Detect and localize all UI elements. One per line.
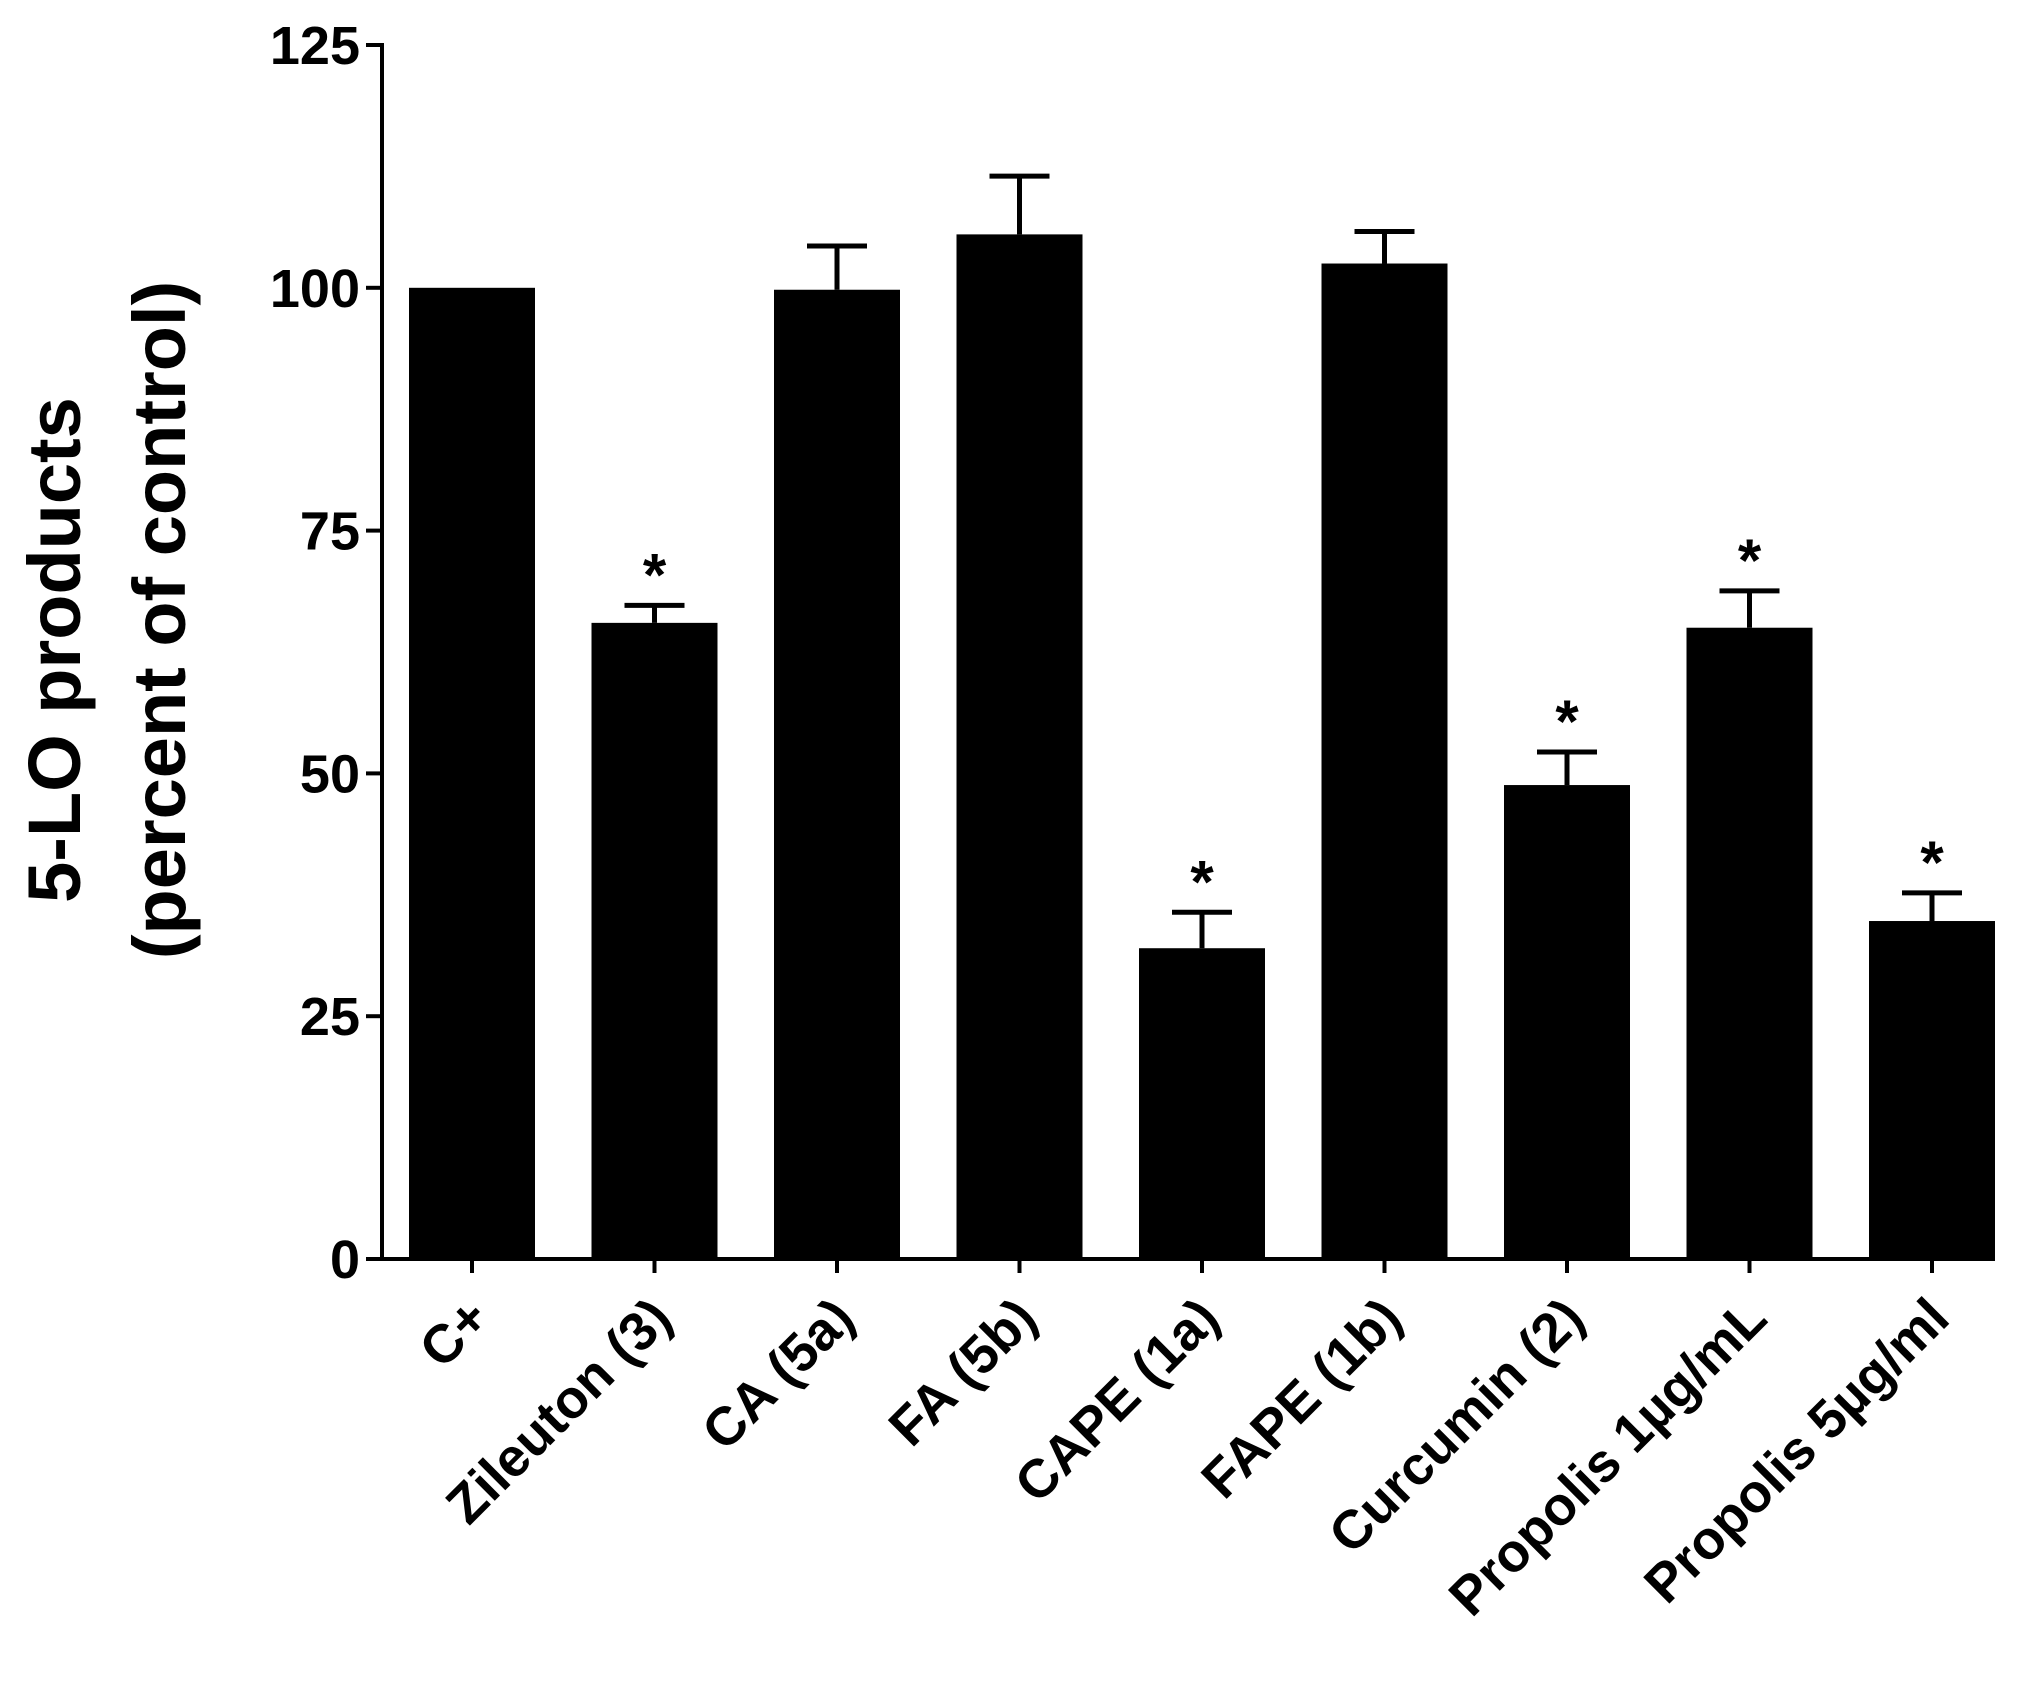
y-axis-title-line2: (percent of control): [118, 281, 201, 959]
x-tick-label: C+: [408, 1287, 500, 1379]
y-tick-label: 25: [300, 987, 360, 1047]
y-tick-label: 100: [270, 259, 360, 319]
significance-mark: *: [643, 541, 667, 608]
axes-layer: [366, 43, 1995, 1273]
bar: [1686, 627, 1813, 1259]
significance-mark: *: [1738, 527, 1762, 594]
y-tick-label: 125: [270, 16, 360, 76]
error-bars-layer: [624, 173, 1962, 949]
x-tick-label: Propolis 1µg/mL: [1438, 1287, 1778, 1627]
x-tick-label: FA (5b): [878, 1287, 1048, 1457]
significance-mark: *: [1555, 688, 1579, 755]
bar: [774, 289, 900, 1259]
y-axis-title-line1: 5-LO products: [13, 397, 96, 903]
significance-mark: *: [1190, 848, 1214, 915]
bar: [1504, 785, 1630, 1259]
y-tick-label: 0: [330, 1230, 360, 1290]
y-axis-title: 5-LO products (percent of control): [13, 281, 201, 959]
bar: [956, 234, 1083, 1259]
bar: [591, 622, 718, 1259]
bar: [1321, 263, 1448, 1259]
bars-layer: [409, 234, 1995, 1259]
y-tick-label: 75: [300, 502, 360, 562]
significance-mark: *: [1920, 829, 1944, 896]
bar: [1139, 948, 1265, 1259]
bar: [1869, 921, 1995, 1259]
bar: [409, 287, 535, 1259]
significance-layer: * * * * *: [643, 527, 1945, 915]
x-tick-label: Propolis 5µg/ml: [1633, 1287, 1961, 1615]
x-tick-label: CA (5a): [691, 1287, 866, 1462]
y-tick-label: 50: [300, 744, 360, 804]
